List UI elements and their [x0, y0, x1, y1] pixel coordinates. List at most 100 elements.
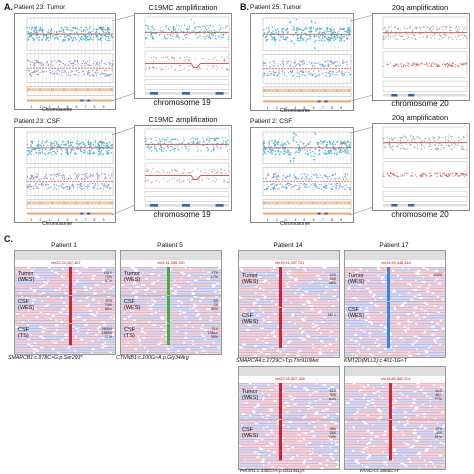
panel-a-tumor-zoom-chromosome: chromosome 19	[153, 98, 211, 107]
svg-text:3: 3	[285, 106, 287, 110]
track-divider	[345, 419, 445, 420]
patient-1-track-3-stats: 2600X 1859X 71%	[101, 327, 112, 339]
patient-14-track-1-label: Tumor (WES)	[242, 273, 259, 285]
genome-cnv-graphic: 1 2 3 4 5 6 7 8 9	[262, 17, 352, 110]
patient-5-igv-view: chr3:41,266,100 Tumor (WES) 77X 27% CSF …	[120, 250, 222, 355]
extra-left-track-2-label: CSF (WES)	[242, 427, 259, 439]
extra-igv-view-left: chr22:25,507,188 Tumor (WES) 61X 33X 54%…	[238, 366, 340, 470]
extra-left-coordinate: chr22:25,507,188	[275, 377, 305, 381]
ideogram-bar	[239, 367, 339, 376]
patient-1-track-2-label: CSF (WES)	[18, 299, 35, 311]
panel-b-csf-zoom-title: 20q amplification	[391, 113, 449, 122]
patient-5-track-3-stats: 21X 1386X 36%	[207, 327, 218, 339]
panel-b-tumor-zoom-chromosome: chromosome 20	[391, 99, 449, 108]
extra-left-track-1-label: Tumor (WES)	[242, 389, 259, 401]
svg-text:8: 8	[331, 106, 333, 110]
svg-text:2: 2	[276, 218, 278, 222]
patient-17-coordinate: chr16:49,448,346	[381, 261, 411, 265]
svg-text:9: 9	[340, 106, 342, 110]
patient-17-label: Patient 17	[379, 242, 409, 249]
patient-17-track-2-label: CSF (WES)	[348, 307, 365, 319]
track-divider	[239, 419, 339, 420]
panel-a-csf-axis-label: Chromosome	[42, 221, 73, 227]
extra-right-track-1-stats: 89X 86X 97%	[434, 389, 442, 401]
svg-text:1: 1	[267, 106, 269, 110]
panel-b-tumor-genome-plot: 1 2 3 4 5 6 7 8 9	[250, 13, 354, 111]
patient-1-label: Patient 1	[51, 242, 77, 249]
panel-b-csf-axis-label: Chromosome	[280, 221, 311, 227]
patient-17-track-1-label: Tumor (WES)	[348, 273, 365, 285]
zoom-cnv-graphic	[144, 128, 230, 207]
svg-text:5: 5	[66, 218, 68, 222]
panel-b-csf-zoom-plot	[372, 123, 470, 211]
patient-14-label: Patient 14	[273, 242, 303, 249]
panel-a-tumor-axis-label: Chromosome	[42, 107, 73, 113]
track-divider	[15, 295, 115, 296]
patient-1-track-3-label: CSF (TS)	[18, 327, 29, 339]
ideogram-bar	[239, 251, 339, 260]
panel-a-csf-genome-plot: 1 2 3 4 5 6 7 8 9	[14, 127, 116, 223]
svg-text:5: 5	[66, 105, 68, 109]
svg-text:7: 7	[322, 106, 324, 110]
panel-a-csf-title: Patient 23: CSF	[14, 118, 60, 125]
patient-1-igv-view: chr22:24,167,467 Tumor (WES) 151X 73% 57…	[14, 250, 116, 355]
svg-text:3: 3	[49, 218, 51, 222]
panel-b-tumor-title: Patient 25: Tumor	[250, 4, 302, 11]
panel-a-csf-zoom-plot	[134, 125, 232, 211]
patient-5-label: Patient 5	[157, 242, 183, 249]
svg-text:6: 6	[313, 106, 315, 110]
patient-17-variant: KMT2D(MLL2):c.401-1G>T	[344, 358, 407, 364]
patient-14-track-1-stats: 50X 34X 68%	[328, 273, 336, 285]
patient-5-track-1-stats: 77X 27%	[210, 271, 218, 279]
svg-text:4: 4	[57, 105, 59, 109]
patient-14-track-2-label: CSF (WES)	[242, 313, 259, 325]
svg-text:7: 7	[84, 105, 86, 109]
svg-text:9: 9	[102, 105, 104, 109]
read-pileup	[15, 267, 115, 354]
svg-text:6: 6	[313, 218, 315, 222]
read-pileup	[239, 383, 339, 469]
genome-cnv-graphic: 1 2 3 4 5 6 7 8 9	[26, 131, 114, 222]
patient-5-coordinate: chr3:41,266,100	[157, 261, 185, 265]
patient-5-track-3-label: CSF (TS)	[124, 327, 135, 339]
zoom-cnv-graphic	[382, 16, 468, 97]
extra-right-coordinate: chr16:89,882,201	[381, 377, 411, 381]
patient-5-track-2-stats: 5X 2X 40%	[210, 299, 218, 311]
svg-text:4: 4	[294, 106, 296, 110]
svg-text:9: 9	[340, 218, 342, 222]
panel-b-tumor-axis-label: Chromosome	[280, 108, 311, 114]
panel-a-tumor-zoom-title: C19MC amplification	[148, 3, 218, 12]
svg-text:4: 4	[294, 218, 296, 222]
zoom-connector-lines	[350, 126, 374, 216]
patient-5-variant: CTNNB1:c.100G>A:p.Gly34Arg	[116, 355, 189, 361]
panel-a-csf-zoom-chromosome: chromosome 19	[153, 210, 211, 219]
svg-text:7: 7	[322, 218, 324, 222]
patient-1-track-2-stats: 97X 74% 80%	[104, 299, 112, 311]
track-divider	[15, 323, 115, 324]
extra-left-track-1-stats: 61X 33X 54%	[328, 389, 336, 401]
svg-text:5: 5	[303, 218, 305, 222]
svg-text:1: 1	[267, 218, 269, 222]
track-divider	[239, 307, 339, 308]
extra-igv-view-right: chr16:89,882,201 89X 86X 97% 37X 30X 81%	[344, 366, 446, 470]
svg-text:8: 8	[93, 218, 95, 222]
patient-17-track-1-stats: 200X	[433, 273, 442, 277]
svg-text:8: 8	[331, 218, 333, 222]
extra-left-variant-cut: PIK3R1:c.430G>A:p.Glu144Lys	[240, 468, 305, 473]
svg-text:1: 1	[31, 218, 33, 222]
patient-1-track-1-label: Tumor (WES)	[18, 271, 35, 283]
panel-a-csf-zoom-title: C19MC amplification	[148, 115, 218, 124]
svg-text:6: 6	[75, 105, 77, 109]
panel-b-csf-title: Patient 2: CSF	[250, 118, 293, 125]
svg-text:2: 2	[40, 218, 42, 222]
svg-text:5: 5	[303, 106, 305, 110]
panel-b-csf-zoom-chromosome: chromosome 20	[391, 210, 449, 219]
panel-a-letter: A.	[4, 2, 13, 12]
patient-14-coordinate: chr19:11,097,741	[275, 261, 305, 265]
svg-text:3: 3	[285, 218, 287, 222]
svg-text:7: 7	[84, 218, 86, 222]
patient-17-igv-view: chr16:49,448,346 Tumor (WES) 200X CSF (W…	[344, 250, 446, 358]
patient-14-track-2-stats: 161X	[327, 313, 336, 317]
panel-b-letter: B.	[240, 2, 249, 12]
ideogram-bar	[345, 251, 445, 260]
